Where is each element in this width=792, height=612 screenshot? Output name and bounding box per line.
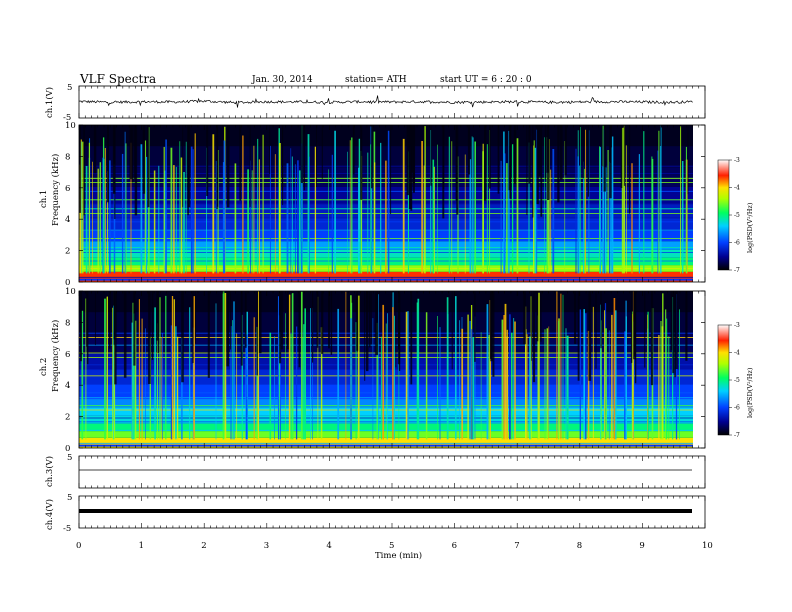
time-tick-label: 6 — [452, 541, 457, 551]
cb1-ticks-label: -4 — [734, 185, 740, 192]
ch2-spectrogram-ylabel-channel: ch.2 — [39, 358, 49, 376]
spec2-ytick-label: 6 — [65, 350, 70, 360]
cb2-ticks-label: -6 — [734, 405, 740, 412]
ch1-ytick-top: 5 — [67, 83, 72, 93]
time-tick-label: 10 — [702, 541, 713, 551]
cb1-ticks-label: -5 — [734, 212, 740, 219]
spec1-ytick-label: 6 — [65, 184, 70, 194]
time-tick-label: 3 — [264, 541, 269, 551]
figure-title: VLF Spectra — [79, 72, 156, 86]
ch2-spectrogram-image — [79, 291, 705, 448]
ch3-ytick-top: 5 — [67, 453, 72, 463]
ch4-ylabel: ch.4(V) — [44, 499, 55, 530]
time-tick-label: 7 — [514, 541, 519, 551]
time-tick-label: 1 — [139, 541, 144, 551]
ch1-ytick-bottom: -5 — [63, 113, 71, 123]
time-tick-label: 8 — [577, 541, 582, 551]
ch1-spectrogram-panel: 10 8 6 4 2 0 ch.1 Frequency (kHz) — [39, 121, 706, 288]
time-tick-label: 2 — [201, 541, 206, 551]
time-tick-label: 9 — [639, 541, 644, 551]
ch3-panel: 5 ch.3(V) — [44, 453, 706, 489]
spec2-ytick-label: 4 — [65, 381, 70, 391]
spec2-blank-strip — [693, 291, 705, 448]
spec1-ytick-label: 4 — [65, 215, 70, 225]
spec1-blank-strip — [693, 125, 705, 282]
time-axis-label: Time (min) — [375, 550, 422, 561]
cb2-ticks-label: -3 — [734, 322, 740, 329]
ch1-panel: 5 -5 ch.1(V) — [44, 83, 706, 123]
ch1-ylabel: ch.1(V) — [44, 87, 55, 118]
spec2-ytick-label: 0 — [65, 444, 70, 454]
cb2-ticks-label: -4 — [734, 350, 740, 357]
ch2-colorbar-gradient — [717, 324, 730, 436]
time-tick-label: 5 — [389, 541, 394, 551]
ch1-colorbar-label: log(PSD(V²/Hz) — [746, 202, 754, 253]
spec2-ytick-label: 10 — [65, 287, 76, 297]
spec1-ytick-label: 10 — [65, 121, 76, 131]
spec1-ytick-label: 2 — [65, 247, 70, 257]
time-axis: 0 1 2 3 4 5 6 7 8 9 10 — [76, 86, 713, 551]
time-tick-label: 0 — [76, 541, 81, 551]
cb1-ticks-label: -6 — [734, 240, 740, 247]
ch2-spectrogram-panel: 10 8 6 4 2 0 ch.2 Frequency (kHz) — [39, 287, 706, 454]
spec1-ytick-label: 8 — [65, 152, 70, 162]
station-label: station= ATH — [345, 75, 407, 85]
ch1-spectrogram-ylabel-channel: ch.1 — [39, 190, 49, 208]
cb2-ticks-label: -7 — [734, 432, 740, 439]
ch1-colorbar: -3 -4 -5 -6 -7 log(PSD(V²/Hz) — [717, 157, 754, 274]
start-time-label: start UT = 6 : 20 : 0 — [440, 75, 532, 85]
spec1-ytick-label: 0 — [65, 278, 70, 288]
ch2-colorbar: -3 -4 -5 -6 -7 log(PSD(V²/Hz) — [717, 322, 754, 439]
spec2-ytick-label: 2 — [65, 413, 70, 423]
cb1-ticks-label: -7 — [734, 267, 740, 274]
ch1-spectrogram-ylabel: Frequency (kHz) — [50, 154, 61, 226]
time-tick-label: 4 — [326, 541, 331, 551]
spec1-band — [79, 125, 693, 147]
ch2-colorbar-label: log(PSD(V²/Hz) — [746, 367, 754, 418]
ch3-ylabel: ch.3(V) — [44, 456, 55, 487]
ch4-panel: 5 -5 ch.4(V) — [44, 493, 706, 534]
ch2-spectrogram-ylabel: Frequency (kHz) — [50, 320, 61, 392]
ch4-ytick-top: 5 — [67, 493, 72, 503]
cb1-ticks-label: -3 — [734, 157, 740, 164]
date-label: Jan. 30, 2014 — [251, 75, 313, 85]
ch1-waveform — [78, 95, 693, 108]
ch1-colorbar-gradient — [717, 159, 730, 271]
ch1-spectrogram-image — [79, 125, 705, 282]
ch4-ytick-bottom: -5 — [63, 524, 71, 534]
spec2-ytick-label: 8 — [65, 318, 70, 328]
cb2-ticks-label: -5 — [734, 377, 740, 384]
